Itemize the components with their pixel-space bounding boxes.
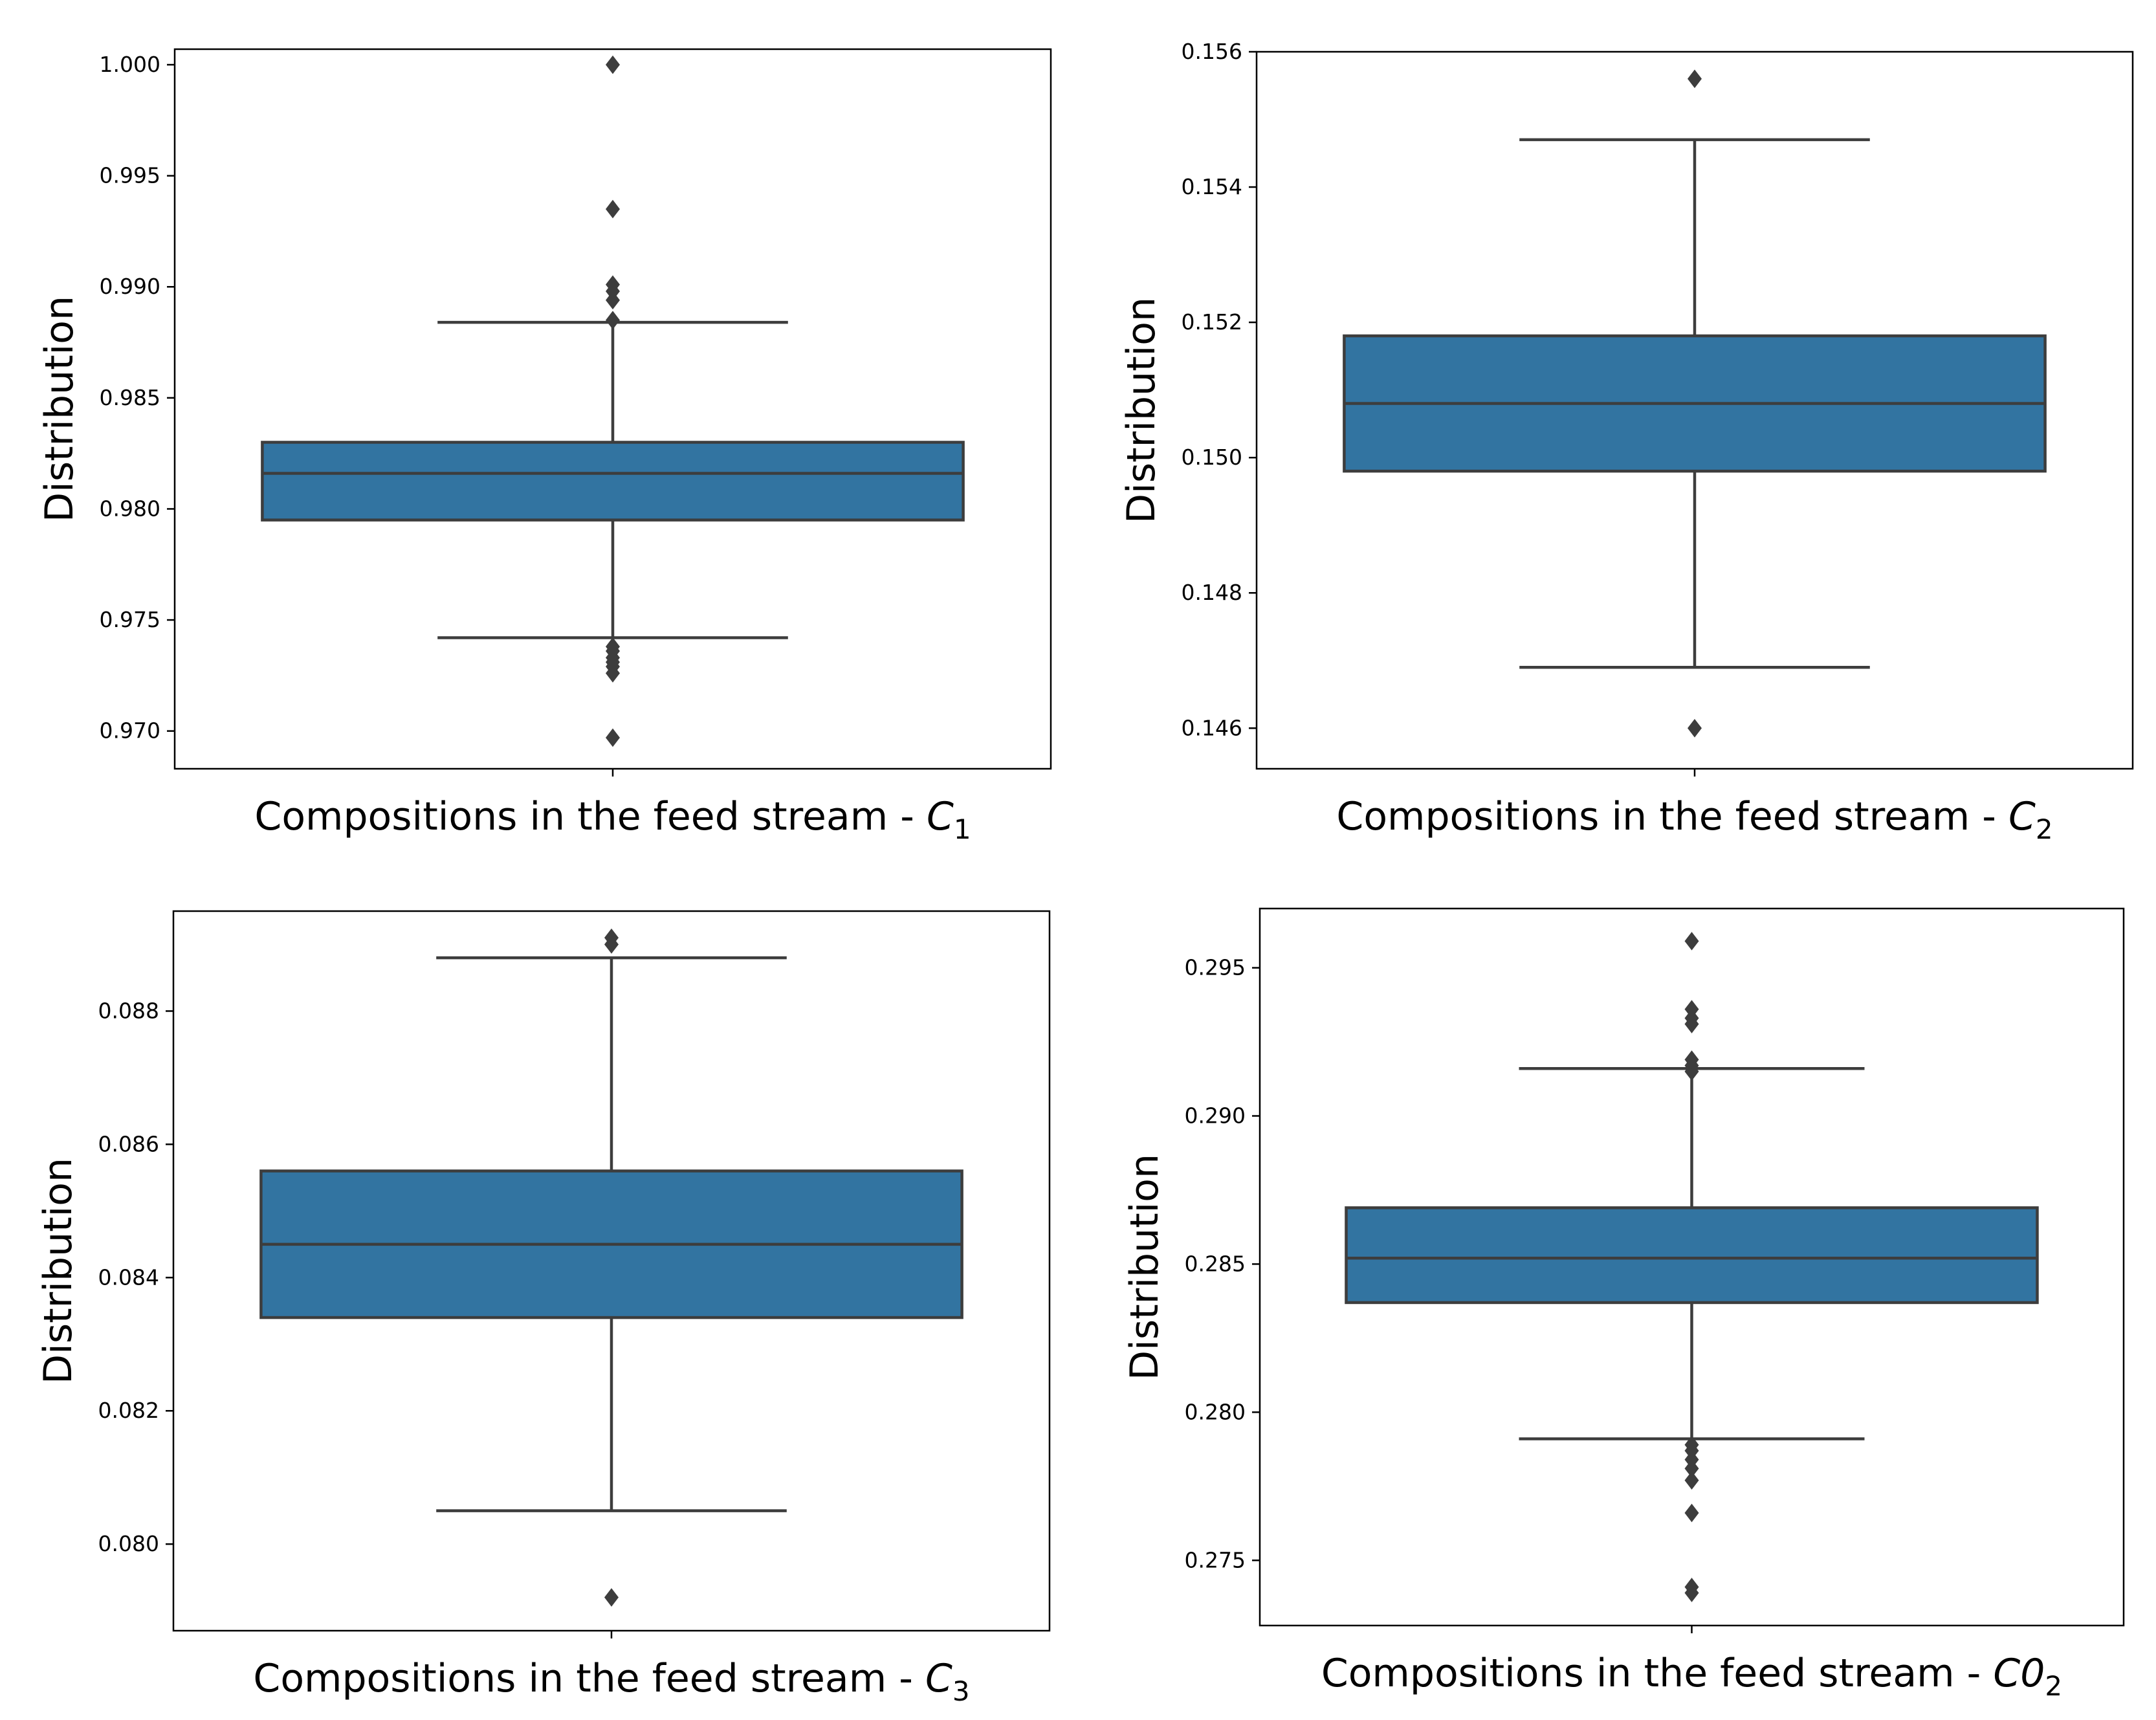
y-tick-label: 0.995 xyxy=(100,163,160,188)
y-tick-label: 0.084 xyxy=(98,1264,159,1290)
y-tick-label: 0.275 xyxy=(1185,1547,1246,1572)
outlier-point xyxy=(604,1588,619,1607)
x-axis-label: Compositions in the feed stream - C2 xyxy=(1336,794,2052,845)
outlier-point xyxy=(1684,1578,1699,1596)
y-tick-label: 0.152 xyxy=(1182,309,1242,335)
outlier-point xyxy=(606,199,620,219)
outlier-point xyxy=(1684,1503,1699,1523)
y-tick-label: 0.280 xyxy=(1185,1399,1246,1424)
y-axis-label: Distribution xyxy=(36,1158,81,1384)
y-tick-label: 0.156 xyxy=(1182,39,1242,64)
iqr-box xyxy=(1345,1206,2039,1305)
y-tick-label: 0.082 xyxy=(98,1398,159,1423)
y-tick-label: 1.000 xyxy=(100,52,160,77)
y-tick-label: 0.154 xyxy=(1182,174,1242,199)
x-axis-label: Compositions in the feed stream - C1 xyxy=(254,794,971,845)
y-axis-label: Distribution xyxy=(1119,297,1164,524)
outlier-point xyxy=(606,728,620,747)
chart-panel-3: 0.080 0.082 0.084 0.086 0.088 Distribution Com… xyxy=(36,910,1051,1707)
chart-panel-1: 0.970 0.975 0.980 0.985 0.990 0.995 1.000 Distr… xyxy=(37,48,1052,845)
outlier-point xyxy=(1684,1471,1699,1490)
outlier-point xyxy=(1684,1000,1699,1019)
y-tick-label: 0.985 xyxy=(100,385,160,410)
y-tick-label: 0.080 xyxy=(98,1531,159,1556)
chart-panel-4: 0.275 0.280 0.285 0.290 0.295 Distribution Com… xyxy=(1122,907,2125,1702)
outlier-point xyxy=(604,928,619,947)
outlier-point xyxy=(606,275,620,294)
y-tick-label: 0.975 xyxy=(100,607,160,632)
y-tick-label: 0.150 xyxy=(1182,445,1242,470)
y-axis-label: Distribution xyxy=(37,296,82,522)
x-axis-label: Compositions in the feed stream - C3 xyxy=(253,1656,969,1707)
y-tick-label: 0.088 xyxy=(98,998,159,1023)
outlier-point xyxy=(1684,932,1699,951)
outlier-point xyxy=(1688,69,1702,89)
outlier-point xyxy=(1684,1050,1699,1069)
y-tick-label: 0.980 xyxy=(100,496,160,521)
y-tick-label: 0.295 xyxy=(1185,955,1246,980)
y-tick-label: 0.990 xyxy=(100,274,160,299)
outlier-point xyxy=(606,311,620,330)
y-axis-label: Distribution xyxy=(1122,1154,1167,1380)
iqr-box xyxy=(261,441,965,522)
y-tick-label: 0.146 xyxy=(1182,715,1242,740)
y-tick-label: 0.285 xyxy=(1185,1251,1246,1276)
y-tick-label: 0.086 xyxy=(98,1131,159,1156)
x-axis-label: Compositions in the feed stream - C02 xyxy=(1321,1651,2062,1702)
chart-panel-2: 0.146 0.148 0.150 0.152 0.154 0.156 Distributi… xyxy=(1119,39,2134,845)
y-tick-label: 0.148 xyxy=(1182,580,1242,605)
outlier-point xyxy=(1688,718,1702,738)
outlier-point xyxy=(1684,1435,1699,1455)
y-tick-label: 0.290 xyxy=(1185,1103,1246,1128)
outlier-point xyxy=(606,55,620,74)
outlier-point xyxy=(606,637,620,656)
y-tick-label: 0.970 xyxy=(100,718,160,744)
